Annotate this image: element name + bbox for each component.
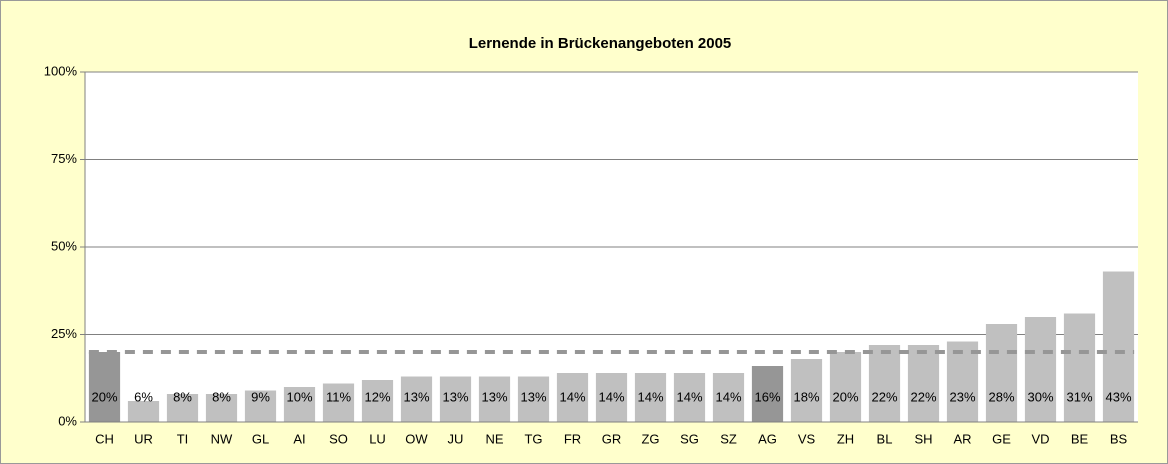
bar: [790, 359, 823, 422]
x-tick-label: FR: [564, 431, 581, 446]
bar: [166, 394, 199, 422]
bar: [595, 373, 628, 422]
data-label: 14%: [715, 389, 741, 404]
data-label: 6%: [134, 389, 153, 404]
x-tick-label: JU: [448, 431, 464, 446]
bar: [673, 373, 706, 422]
bar: [712, 373, 745, 422]
data-label: 14%: [598, 389, 624, 404]
x-tick-label: UR: [134, 431, 153, 446]
bar: [985, 324, 1018, 422]
data-label: 22%: [910, 389, 936, 404]
bar: [1102, 271, 1135, 422]
data-label: 14%: [676, 389, 702, 404]
x-tick-label: GE: [992, 431, 1011, 446]
data-label: 8%: [212, 389, 231, 404]
y-tick-label: 100%: [44, 63, 78, 78]
bar: [322, 383, 355, 422]
x-tick-label: AG: [758, 431, 777, 446]
x-tick-label: NE: [485, 431, 503, 446]
bar: [517, 376, 550, 422]
data-label: 8%: [173, 389, 192, 404]
data-label: 30%: [1027, 389, 1053, 404]
x-tick-label: TI: [177, 431, 189, 446]
data-label: 13%: [520, 389, 546, 404]
bar: [1063, 313, 1096, 422]
data-label: 28%: [988, 389, 1014, 404]
data-label: 9%: [251, 389, 270, 404]
x-tick-label: ZG: [641, 431, 659, 446]
x-tick-label: NW: [211, 431, 233, 446]
data-label: 18%: [793, 389, 819, 404]
data-label: 31%: [1066, 389, 1092, 404]
data-label: 13%: [442, 389, 468, 404]
x-tick-label: AI: [293, 431, 305, 446]
x-tick-label: GL: [252, 431, 269, 446]
bar: [946, 341, 979, 422]
x-tick-label: SH: [914, 431, 932, 446]
data-label: 22%: [871, 389, 897, 404]
x-tick-label: SG: [680, 431, 699, 446]
y-tick-label: 25%: [51, 326, 77, 341]
bar: [829, 352, 862, 422]
bar: [400, 376, 433, 422]
x-tick-label: CH: [95, 431, 114, 446]
data-label: 20%: [91, 389, 117, 404]
data-label: 12%: [364, 389, 390, 404]
bar: [751, 366, 784, 422]
x-tick-label: SZ: [720, 431, 737, 446]
bar: [88, 352, 121, 422]
data-label: 16%: [754, 389, 780, 404]
bar: [1024, 317, 1057, 422]
x-tick-label: VS: [798, 431, 816, 446]
data-label: 43%: [1105, 389, 1131, 404]
data-label: 10%: [286, 389, 312, 404]
data-label: 14%: [559, 389, 585, 404]
data-label: 23%: [949, 389, 975, 404]
bar: [439, 376, 472, 422]
data-label: 14%: [637, 389, 663, 404]
y-tick-label: 75%: [51, 151, 77, 166]
data-label: 13%: [403, 389, 429, 404]
bar: [634, 373, 667, 422]
bar: [283, 387, 316, 422]
data-label: 13%: [481, 389, 507, 404]
x-tick-label: OW: [405, 431, 428, 446]
y-tick-label: 0%: [58, 413, 77, 428]
bar: [127, 401, 160, 422]
bar: [361, 380, 394, 422]
chart-title: Lernende in Brückenangeboten 2005: [469, 35, 732, 52]
bar: [205, 394, 238, 422]
x-tick-label: GR: [602, 431, 622, 446]
data-label: 20%: [832, 389, 858, 404]
x-tick-label: BL: [877, 431, 893, 446]
bar: [907, 345, 940, 422]
x-tick-label: VD: [1031, 431, 1049, 446]
bar: [244, 390, 277, 422]
x-tick-label: TG: [524, 431, 542, 446]
x-tick-label: BE: [1071, 431, 1089, 446]
x-tick-label: BS: [1110, 431, 1128, 446]
bar: [868, 345, 901, 422]
x-tick-label: ZH: [837, 431, 854, 446]
x-tick-label: SO: [329, 431, 348, 446]
data-label: 11%: [326, 389, 351, 404]
x-tick-label: AR: [953, 431, 971, 446]
y-tick-label: 50%: [51, 238, 77, 253]
bar: [478, 376, 511, 422]
x-tick-label: LU: [369, 431, 386, 446]
bar: [556, 373, 589, 422]
